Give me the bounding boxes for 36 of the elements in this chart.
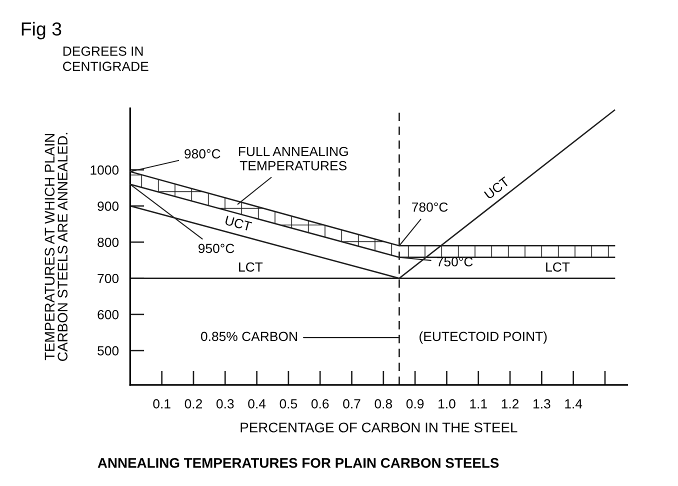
chart-title: Fig 3: [22, 22, 62, 40]
x-tick-label: 0.5: [280, 399, 298, 408]
x-tick-label: 0.9: [406, 399, 424, 408]
annotation: UCT: [224, 216, 252, 232]
x-tick-label: 1.4: [565, 399, 582, 408]
y-tick-label: 900: [98, 202, 119, 211]
text: ANNEALING TEMPERATURES FOR PLAIN CARBON STEELS: [98, 458, 499, 468]
x-tick-label: 0.2: [184, 399, 202, 408]
annotation: 950°C: [198, 244, 234, 254]
y-tick-label: 1000: [90, 165, 119, 175]
annotation: 750°C: [437, 257, 473, 266]
x-tick-label: 0.6: [311, 399, 329, 408]
y-tick-label: 500: [98, 346, 119, 356]
annotation: UCT: [484, 176, 510, 200]
x-axis-title: PERCENTAGE OF CARBON IN THE STEEL: [240, 422, 518, 432]
x-tick-label: 0.7: [343, 399, 360, 408]
y-tick-label: 600: [98, 310, 119, 320]
annotation: 980°C: [184, 149, 220, 159]
x-tick-label: 1.1: [470, 399, 487, 408]
x-tick-label: 1.2: [502, 399, 519, 408]
x-tick-label: 1.3: [534, 399, 550, 408]
chart-subtitle: DEGREES IN CENTIGRADE: [63, 46, 148, 72]
x-tick-label: 0.1: [153, 399, 170, 408]
x-tick-label: 0.4: [248, 399, 266, 408]
y-tick-label: 700: [98, 274, 119, 284]
x-tick-label: 0.8: [374, 399, 392, 408]
annotation: (EUTECTOID POINT): [420, 331, 547, 344]
x-tick-label: 1.0: [438, 399, 456, 408]
annotation: LCT: [239, 262, 263, 272]
y-axis-title: TEMPERATURES AT WHICH PLAIN CARBON STEELS ARE ANNEALED.: [44, 132, 68, 361]
y-tick-label: 800: [98, 238, 119, 248]
annotation: 780°C: [412, 202, 448, 212]
annotation: 0.85% CARBON: [200, 332, 297, 342]
annotation: LCT: [546, 262, 570, 272]
x-tick-label: 0.3: [216, 399, 234, 408]
annotation: FULL ANNEALING TEMPERATURES: [238, 146, 348, 170]
